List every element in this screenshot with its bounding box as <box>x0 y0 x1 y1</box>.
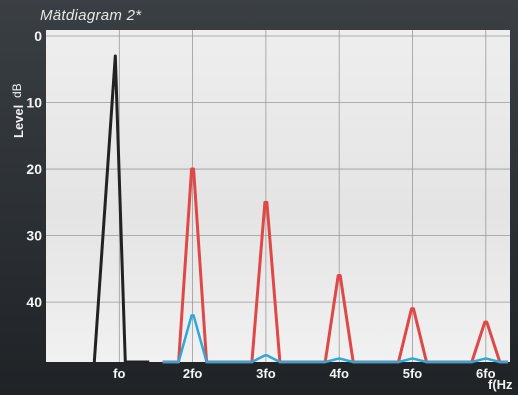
x-tick-label: 2fo <box>183 366 203 381</box>
y-tick-label: 40 <box>26 294 42 310</box>
series-line <box>92 54 150 364</box>
y-tick-label: 10 <box>26 95 42 111</box>
x-tick-label: fo <box>113 366 125 381</box>
y-tick-label: 0 <box>34 28 42 44</box>
chart-title: Mätdiagram 2* <box>40 7 142 24</box>
x-tick-label: 5fo <box>403 366 423 381</box>
x-axis-label: f(Hz <box>488 377 513 392</box>
x-tick-label: 4fo <box>329 366 349 381</box>
x-tick-label: 6fo <box>476 366 496 381</box>
y-tick-label: 20 <box>26 161 42 177</box>
x-tick-label: 3fo <box>256 366 276 381</box>
series-line <box>162 314 508 364</box>
y-tick-label: 30 <box>26 228 42 244</box>
series-line <box>162 167 508 364</box>
